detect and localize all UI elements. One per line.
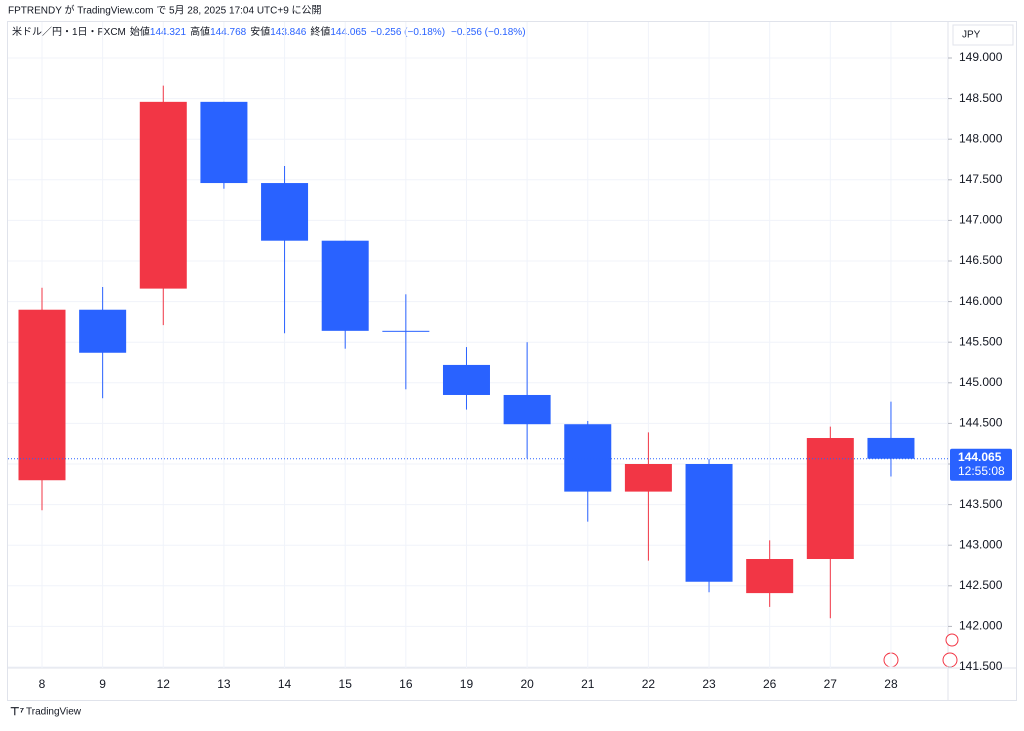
- candle-body: [321, 240, 369, 331]
- candle-body: [261, 183, 309, 241]
- x-tick-label: 20: [520, 677, 534, 691]
- x-tick-label: 13: [217, 677, 231, 691]
- legend-item: 安値: [250, 25, 270, 38]
- legend-item: 144.768: [210, 27, 247, 38]
- x-tick-label: 27: [824, 677, 838, 691]
- last-price-box: [950, 448, 1012, 481]
- countdown: 12:55:08: [958, 464, 1005, 478]
- y-tick-label: 146.500: [959, 253, 1003, 267]
- candle-body: [624, 464, 672, 492]
- y-tick-label: 145.000: [959, 375, 1003, 389]
- candle-body: [18, 309, 66, 481]
- currency-box: [952, 24, 1014, 46]
- y-tick-label: 141.500: [959, 659, 1003, 673]
- y-tick-label: 143.500: [959, 497, 1003, 511]
- candle-body: [79, 309, 127, 353]
- legend-item: 144.321: [150, 27, 187, 38]
- legend-item: −0.256 (−0.18%): [371, 27, 446, 38]
- y-tick-label: 145.500: [959, 334, 1003, 348]
- candle-body: [806, 438, 854, 560]
- event-icons: [883, 633, 959, 668]
- legend-item: 始値: [130, 25, 150, 38]
- y-tick-label: 149.000: [959, 50, 1003, 64]
- candle-body: [746, 559, 794, 594]
- x-tick-label: 16: [399, 677, 413, 691]
- y-tick-label: 142.500: [959, 578, 1003, 592]
- candle-body: [867, 437, 915, 459]
- brand: TradingView: [26, 707, 82, 718]
- x-tick-label: 21: [581, 677, 595, 691]
- x-tick-label: 26: [763, 677, 777, 691]
- x-tick-label: 8: [39, 677, 46, 691]
- candle-body: [685, 464, 733, 582]
- y-tick-label: 147.000: [959, 213, 1003, 227]
- candle-body: [200, 101, 248, 184]
- legend-item: 144.065: [330, 27, 367, 38]
- y-tick-label: 146.000: [959, 294, 1003, 308]
- legend-item: 高値: [190, 25, 210, 38]
- candle-body: [442, 364, 490, 395]
- y-tick-label: 147.500: [959, 172, 1003, 186]
- frame: [7, 21, 1017, 701]
- x-tick-label: 28: [884, 677, 898, 691]
- legend: 米ドル／円・1日・FXCM 始値144.321 高値144.768 安値143.846…: [12, 25, 526, 38]
- x-tick-label: 9: [99, 677, 106, 691]
- x-tick-label: 14: [278, 677, 292, 691]
- legend-item: 終値: [310, 25, 330, 38]
- y-tick-label: 143.000: [959, 537, 1003, 551]
- legend-item: −0.256 (−0.18%): [451, 27, 526, 38]
- x-tick-label: 12: [157, 677, 171, 691]
- currency: JPY: [962, 30, 981, 41]
- legend-item: 米ドル／円・1日・FXCM: [12, 25, 126, 38]
- x-tick-label: 19: [460, 677, 474, 691]
- y-tick-label: 142.000: [959, 619, 1003, 633]
- candle-body: [564, 424, 612, 492]
- x-tick-label: 22: [642, 677, 656, 691]
- y-tick-label: 148.500: [959, 91, 1003, 105]
- x-tick-label: 15: [339, 677, 353, 691]
- last-price-label: 144.065: [958, 450, 1002, 464]
- event-icon: [945, 633, 959, 647]
- candle-body: [139, 101, 187, 289]
- candle-body: [503, 394, 551, 425]
- publisher: FPTRENDY が TradingView.com で 5月 28, 2025…: [8, 4, 322, 17]
- logo-mark: ⊤⁷: [10, 706, 25, 718]
- legend-line: 米ドル／円・1日・FXCM 始値144.321 高値144.768 安値143.846…: [12, 25, 526, 38]
- candle-body: [382, 330, 430, 332]
- x-tick-label: 23: [702, 677, 716, 691]
- event-icon: [942, 652, 958, 668]
- legend-item: 143.846: [270, 27, 307, 38]
- y-tick-label: 148.000: [959, 131, 1003, 145]
- y-tick-label: 144.500: [959, 416, 1003, 430]
